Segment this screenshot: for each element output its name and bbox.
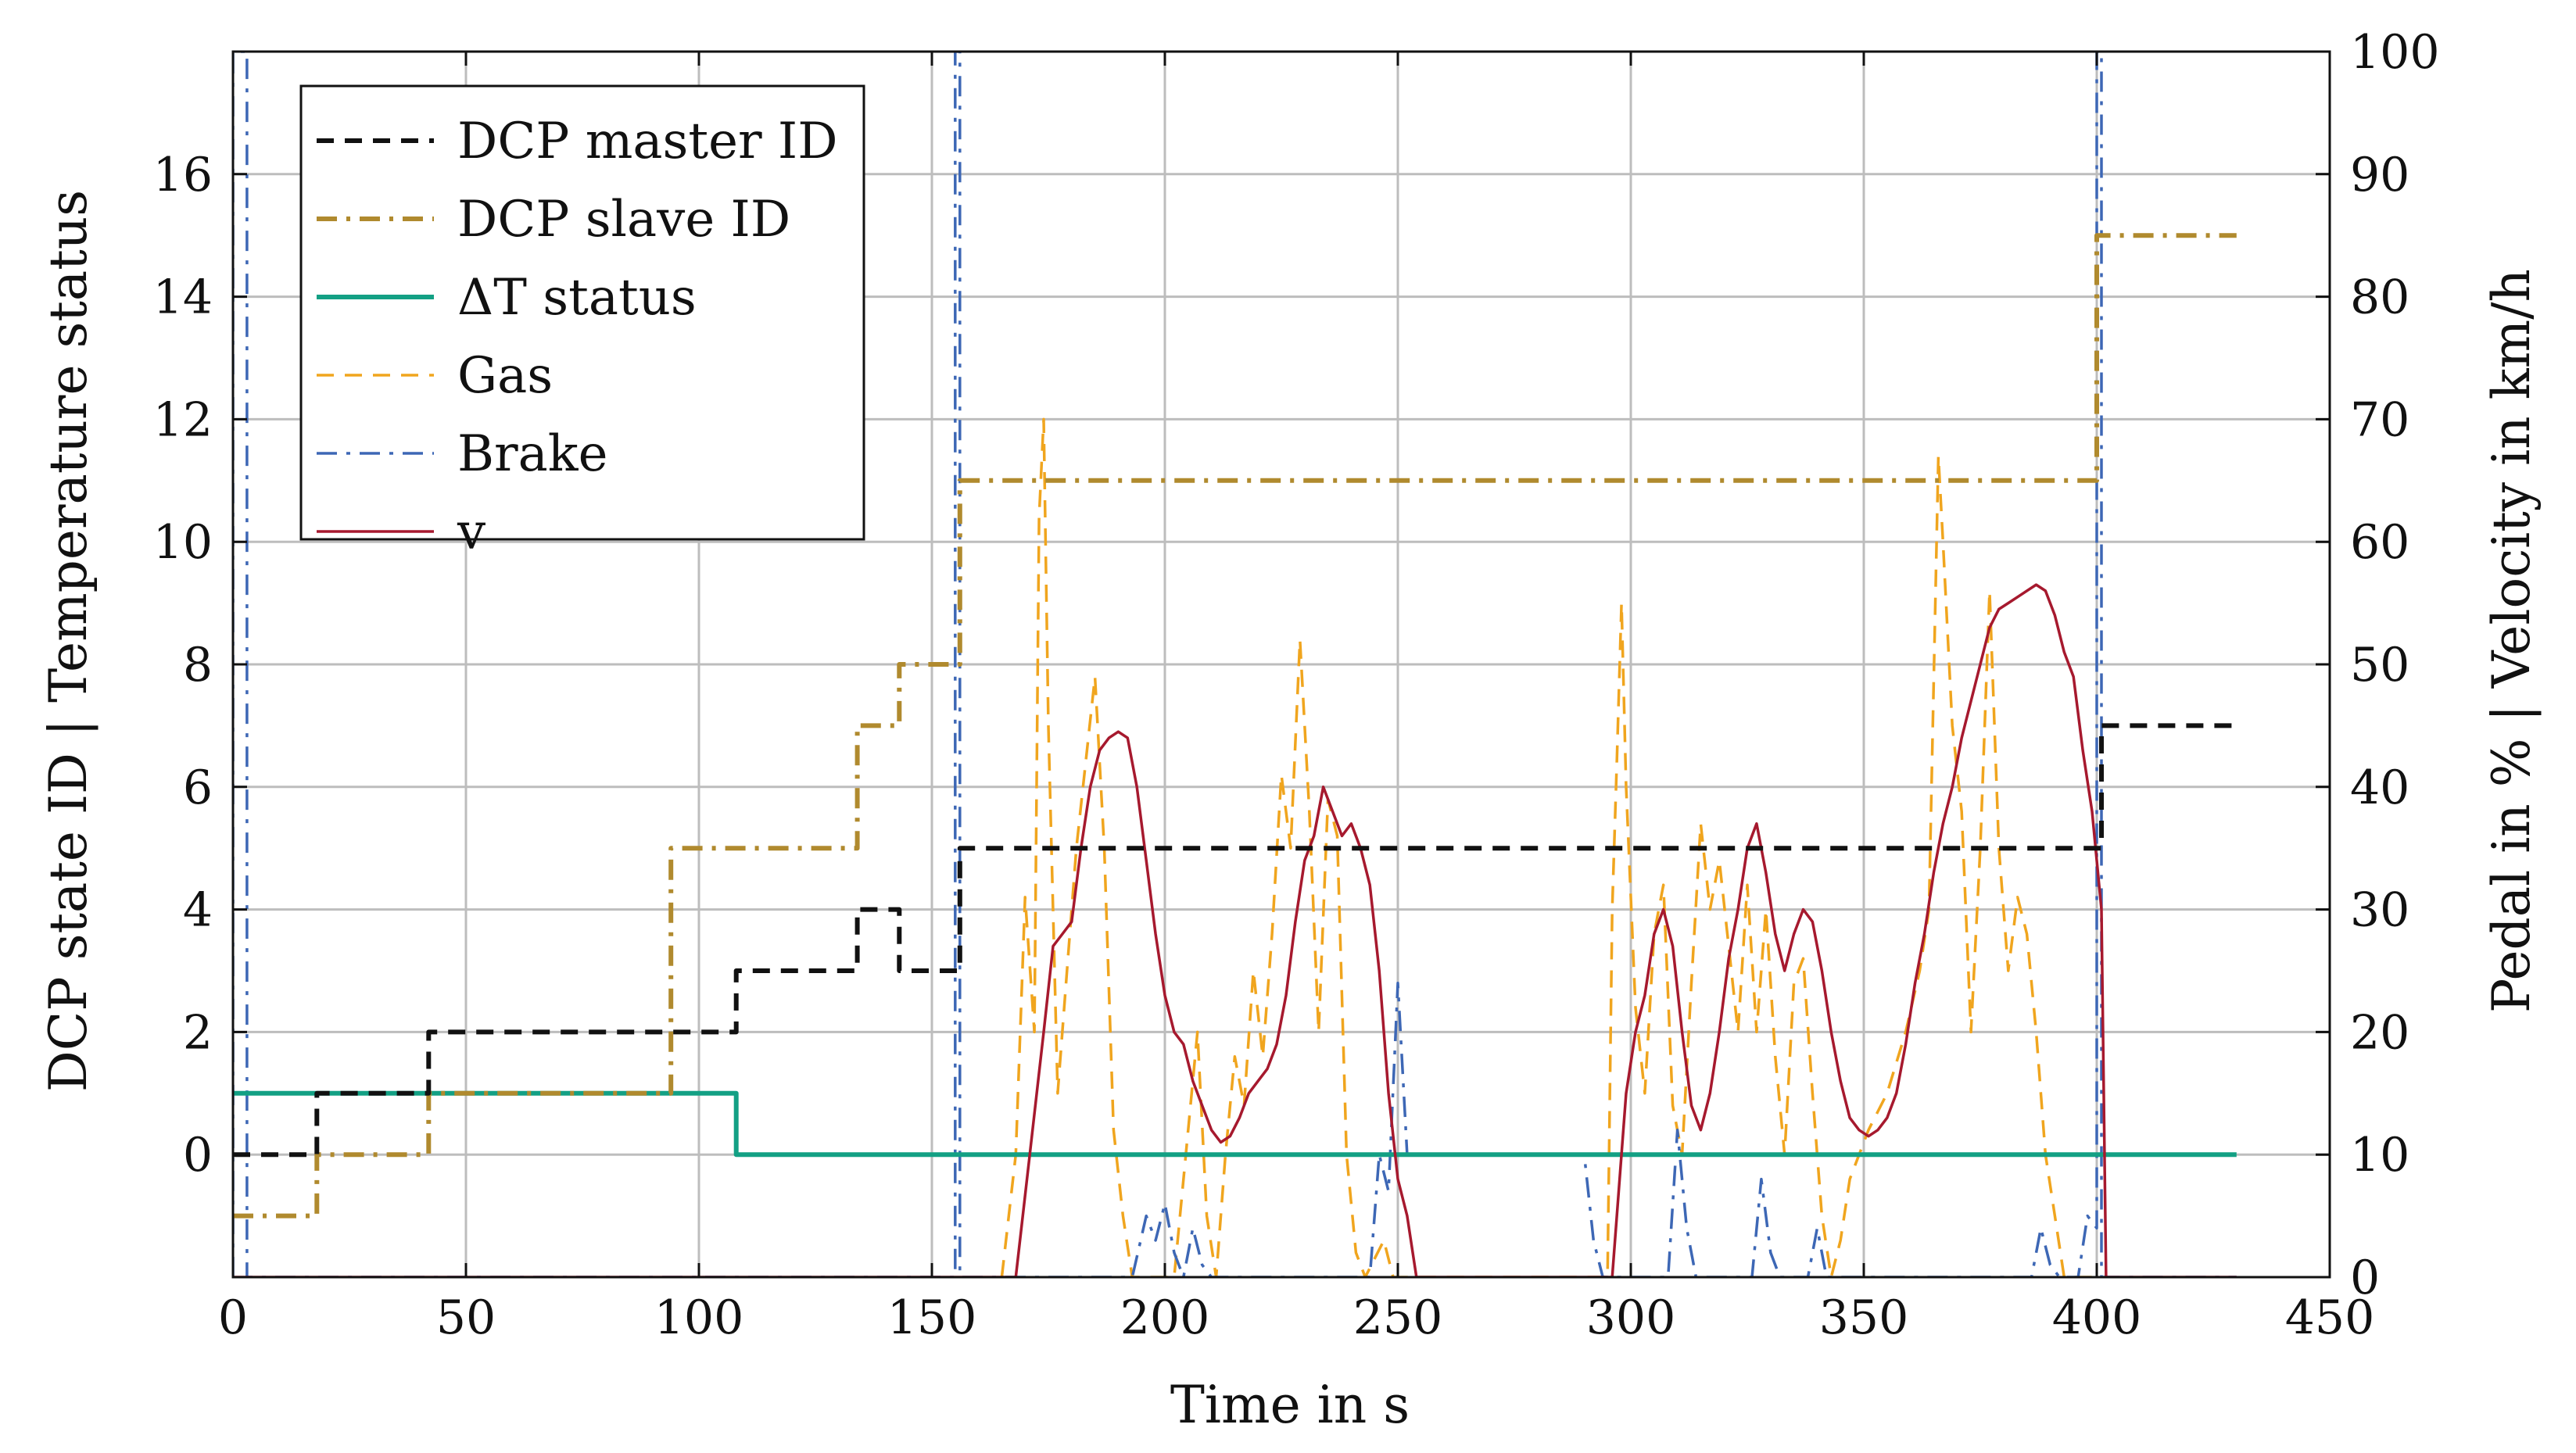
right-tick-label: 70	[2350, 392, 2409, 447]
left-tick-label: 2	[183, 1005, 213, 1060]
left-tick-label: 16	[153, 148, 213, 202]
right-tick-label: 60	[2350, 515, 2409, 570]
left-axis-title: DCP state ID | Temperature status	[38, 190, 99, 1092]
x-tick-label: 350	[1819, 1290, 1909, 1345]
series-line-dcp-master-id	[233, 723, 2237, 1158]
x-tick-label: 300	[1586, 1290, 1676, 1345]
legend-label: DCP slave ID	[457, 191, 790, 249]
series-line-t-status	[233, 1090, 2237, 1158]
x-tick-label: 200	[1120, 1290, 1210, 1345]
left-tick-label: 6	[183, 760, 213, 815]
x-tick-label: 100	[654, 1290, 744, 1345]
legend-label: Brake	[457, 425, 607, 483]
right-tick-label: 40	[2350, 760, 2409, 815]
legend-box	[299, 84, 865, 541]
x-tick-label: 0	[218, 1290, 248, 1345]
x-tick-label: 150	[887, 1290, 977, 1345]
x-tick-label: 400	[2052, 1290, 2142, 1345]
legend-label: ΔT status	[457, 269, 697, 327]
right-tick-label: 30	[2350, 883, 2409, 938]
legend: DCP master ID DCP slave ID ΔT status Gas Bra…	[299, 84, 865, 561]
x-axis-title: Time in s	[1170, 1375, 1410, 1435]
series-line-gas	[1000, 417, 2097, 1277]
right-tick-label: 20	[2350, 1005, 2409, 1060]
left-tick-label: 4	[183, 883, 213, 938]
right-tick-label: 100	[2350, 25, 2440, 80]
right-axis-title: Pedal in % | Velocity in km/h	[2481, 269, 2542, 1013]
legend-label: v	[457, 503, 485, 561]
x-tick-label: 50	[436, 1290, 496, 1345]
left-tick-label: 14	[153, 270, 213, 325]
series-line-dcp-slave-id	[233, 233, 2237, 1219]
plot-lines	[233, 52, 2237, 1277]
right-tick-label: 90	[2350, 148, 2409, 202]
left-tick-label: 10	[153, 515, 213, 570]
legend-label: Gas	[457, 347, 553, 405]
left-tick-label: 0	[183, 1128, 213, 1183]
right-tick-label: 10	[2350, 1128, 2409, 1183]
left-axis-ticks: 0 2 4 6 8 10 12 14 16	[153, 148, 247, 1183]
right-tick-label: 0	[2350, 1251, 2380, 1305]
x-axis-ticks: 0 50 100 150 200 250 300 350 400 450	[218, 52, 2374, 1345]
left-tick-label: 8	[183, 638, 213, 693]
legend-label: DCP master ID	[457, 113, 838, 170]
right-tick-label: 80	[2350, 270, 2409, 325]
right-axis-ticks: 0 10 20 30 40 50 60 70 80 90 100	[2316, 25, 2440, 1305]
x-tick-label: 450	[2285, 1290, 2375, 1345]
left-tick-label: 12	[153, 392, 213, 447]
x-tick-label: 250	[1353, 1290, 1443, 1345]
series-line-v	[233, 583, 2237, 1277]
right-tick-label: 50	[2350, 638, 2409, 693]
